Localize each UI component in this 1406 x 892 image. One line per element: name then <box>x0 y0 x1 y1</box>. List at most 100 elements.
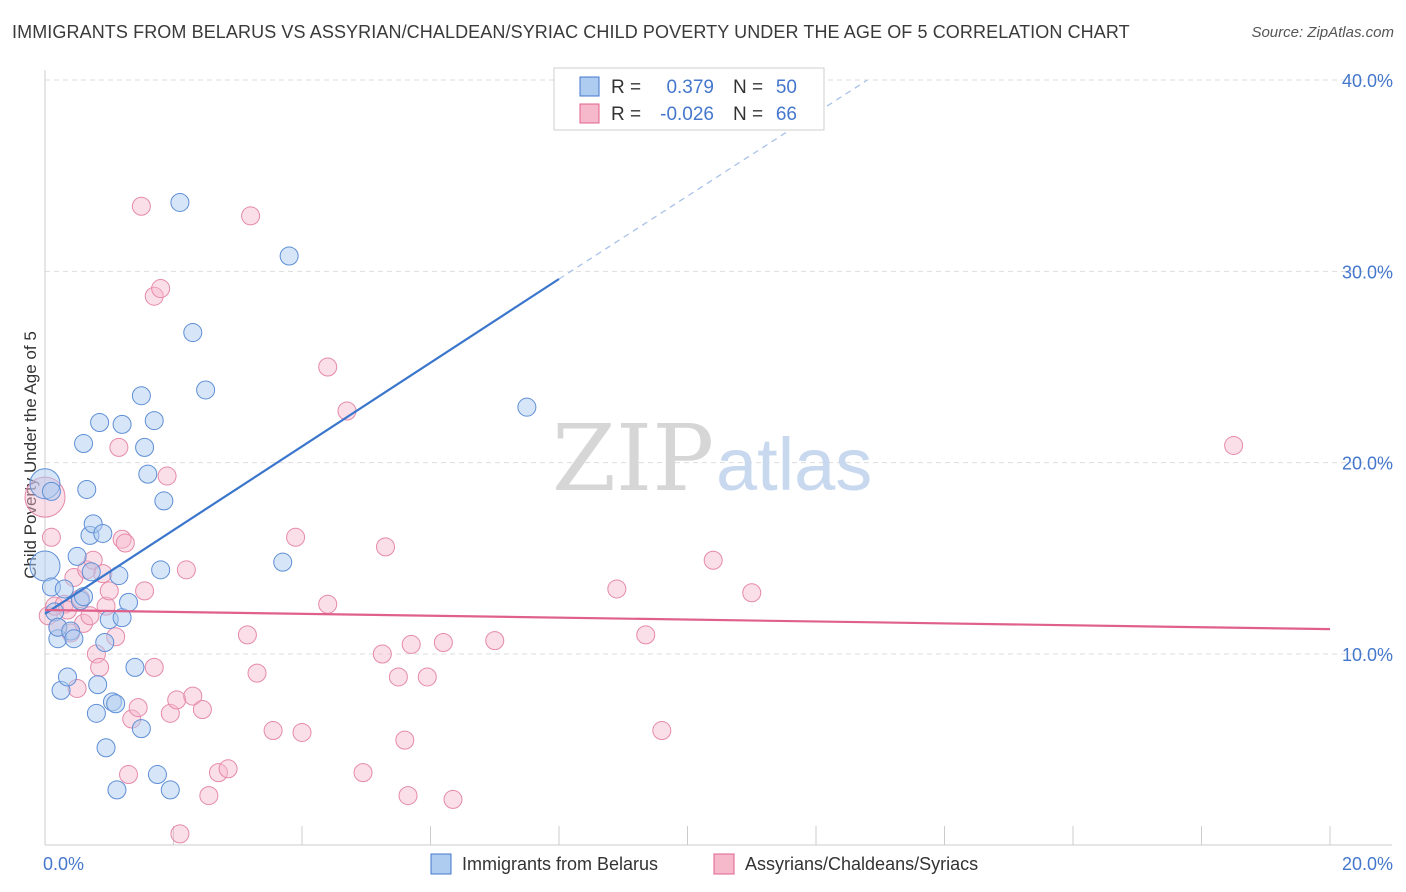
chart-title: IMMIGRANTS FROM BELARUS VS ASSYRIAN/CHAL… <box>12 22 1130 42</box>
data-point-blue <box>138 464 158 484</box>
data-point-pink <box>99 581 119 601</box>
data-point-blue <box>151 560 171 580</box>
series-pink-points <box>24 196 1244 844</box>
watermark: ZIP atlas <box>552 405 872 512</box>
data-point-blue <box>81 562 101 582</box>
data-point-blue <box>279 246 299 266</box>
data-point-blue <box>29 550 61 582</box>
data-point-pink <box>353 763 373 783</box>
data-point-blue <box>96 738 116 758</box>
data-point-pink <box>131 196 151 216</box>
data-point-pink <box>109 437 129 457</box>
trend-line-blue <box>44 278 560 615</box>
data-point-pink <box>135 581 155 601</box>
data-point-pink <box>41 527 61 547</box>
data-point-pink <box>703 550 723 570</box>
y-tick-label: 10.0% <box>1342 645 1393 665</box>
data-point-pink <box>395 730 415 750</box>
data-point-pink <box>112 529 132 549</box>
data-point-blue <box>135 437 155 457</box>
data-point-blue <box>93 523 113 543</box>
data-point-pink <box>401 634 421 654</box>
data-point-pink <box>318 594 338 614</box>
data-point-pink <box>292 722 312 742</box>
data-point-blue <box>131 719 151 739</box>
data-point-blue <box>64 629 84 649</box>
data-point-pink <box>167 690 187 710</box>
data-point-blue <box>41 481 61 501</box>
bottom-legend: Immigrants from Belarus Assyrians/Chalde… <box>430 853 978 875</box>
data-point-pink <box>119 765 139 785</box>
legend-blue-n-label: N = <box>733 77 763 98</box>
data-point-blue <box>273 552 293 572</box>
data-point-pink <box>144 286 164 306</box>
data-point-blue <box>74 587 94 607</box>
y-tick-labels: 10.0% 20.0% 30.0% 40.0% <box>1342 71 1393 665</box>
axes <box>44 70 1392 846</box>
data-point-pink <box>636 625 656 645</box>
data-point-pink <box>218 759 238 779</box>
data-point-blue <box>88 675 108 695</box>
data-point-blue <box>160 780 180 800</box>
data-point-pink <box>90 657 110 677</box>
x-tick-labels: 0.0% 20.0% <box>43 854 1393 874</box>
y-tick-label: 20.0% <box>1342 454 1393 474</box>
legend-pink-r-value: -0.026 <box>660 104 714 125</box>
data-point-pink <box>372 644 392 664</box>
data-point-pink <box>485 631 505 651</box>
data-point-blue <box>119 592 139 612</box>
bottom-legend-pink-label: Assyrians/Chaldeans/Syriacs <box>745 854 978 874</box>
data-point-blue <box>147 765 167 785</box>
data-point-blue <box>74 434 94 454</box>
y-axis-label: Child Poverty Under the Age of 5 <box>21 331 40 579</box>
data-point-pink <box>1224 435 1244 455</box>
data-point-pink <box>176 560 196 580</box>
data-point-pink <box>247 663 267 683</box>
data-point-blue <box>125 657 145 677</box>
data-point-blue <box>112 414 132 434</box>
data-point-pink <box>376 537 396 557</box>
data-point-pink <box>388 667 408 687</box>
data-point-blue <box>106 694 126 714</box>
legend-blue-r-label: R = <box>611 77 641 98</box>
data-point-pink <box>199 786 219 806</box>
data-point-pink <box>157 466 177 486</box>
data-point-pink <box>417 667 437 687</box>
bottom-legend-blue-swatch <box>430 853 452 875</box>
data-point-pink <box>183 686 203 706</box>
data-point-blue <box>54 579 74 599</box>
data-point-blue <box>107 780 127 800</box>
watermark-zip: ZIP <box>552 405 714 512</box>
x-tick-label: 20.0% <box>1342 854 1393 874</box>
data-point-pink <box>263 721 283 741</box>
data-point-pink <box>398 786 418 806</box>
data-point-blue <box>131 386 151 406</box>
data-point-blue <box>77 479 97 499</box>
data-point-blue <box>144 411 164 431</box>
data-point-pink <box>208 763 228 783</box>
data-point-pink <box>151 279 171 299</box>
trend-lines <box>44 79 1331 631</box>
data-point-blue <box>67 546 87 566</box>
data-point-blue <box>154 491 174 511</box>
data-point-blue <box>196 380 216 400</box>
data-point-pink <box>443 789 463 809</box>
data-point-pink <box>607 579 627 599</box>
legend-pink-r-label: R = <box>611 104 641 125</box>
data-point-pink <box>433 633 453 653</box>
y-tick-label: 30.0% <box>1342 262 1393 282</box>
data-point-pink <box>652 721 672 741</box>
trend-line-pink <box>44 608 1331 631</box>
data-point-pink <box>237 625 257 645</box>
top-legend: R = 0.379 N = 50 R = -0.026 N = 66 <box>553 67 825 131</box>
data-point-pink <box>115 533 135 553</box>
series-blue-points <box>29 192 537 800</box>
y-tick-label: 40.0% <box>1342 71 1393 91</box>
data-point-blue <box>95 633 115 653</box>
data-point-pink <box>742 583 762 603</box>
data-point-pink <box>128 698 148 718</box>
bottom-legend-blue-label: Immigrants from Belarus <box>462 854 658 874</box>
data-point-blue <box>183 323 203 343</box>
data-point-pink <box>241 206 261 226</box>
